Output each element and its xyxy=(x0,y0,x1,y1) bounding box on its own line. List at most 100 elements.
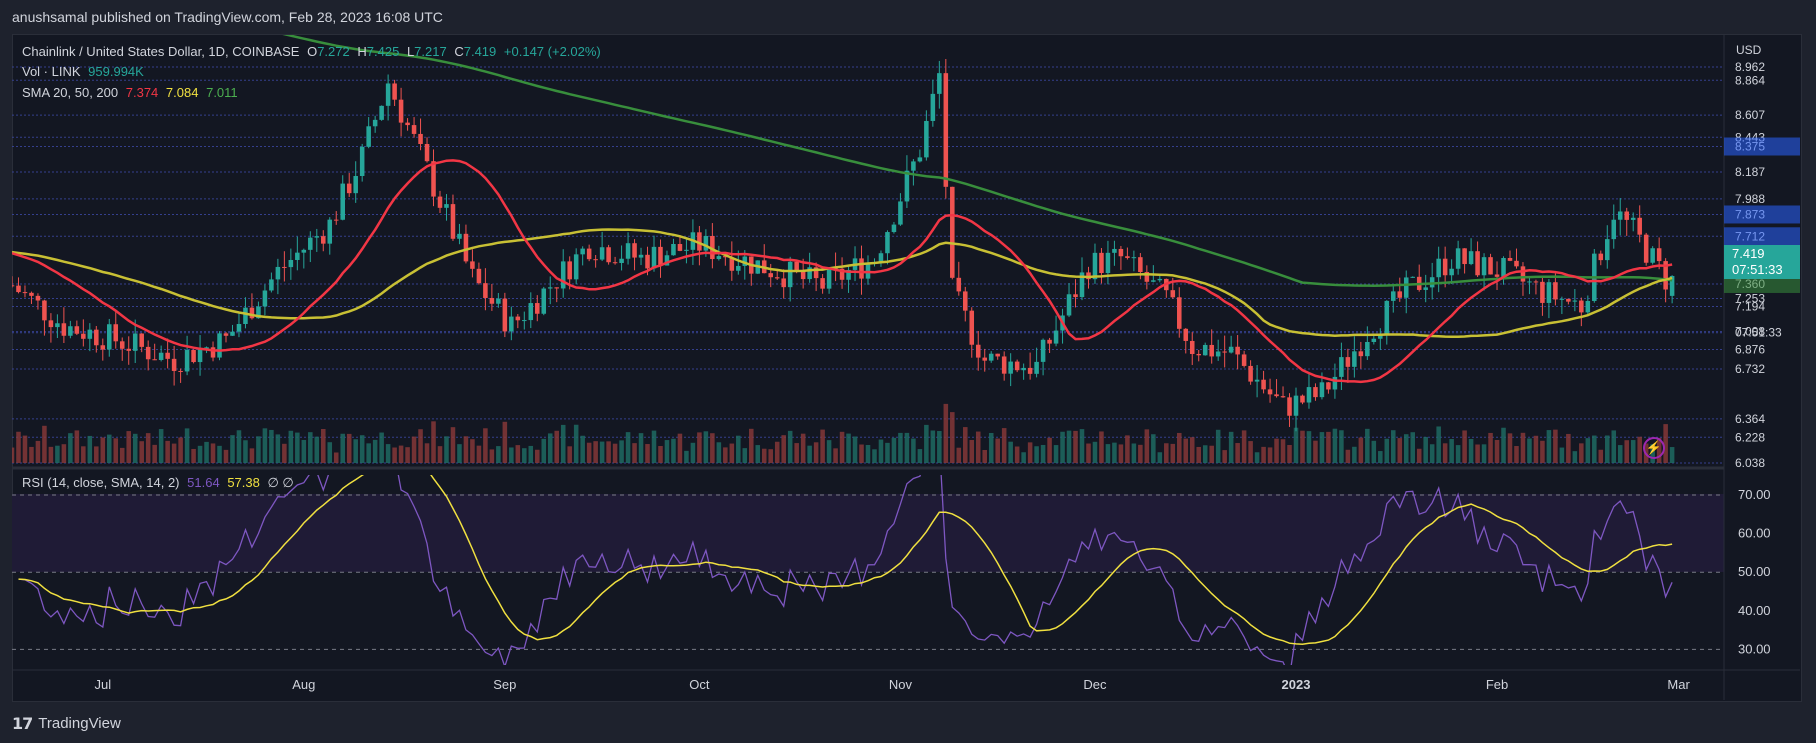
volume-bar xyxy=(1462,430,1467,463)
volume-bar xyxy=(943,403,949,463)
candle-body xyxy=(1579,300,1584,313)
volume-bar xyxy=(1436,426,1441,463)
volume-bar xyxy=(411,436,417,463)
volume-bar xyxy=(243,440,248,463)
candle-body xyxy=(217,333,222,358)
rsi-sma-line xyxy=(18,475,1673,646)
sma20-value: 7.374 xyxy=(125,85,159,100)
volume-bar xyxy=(937,431,942,463)
volume-bar xyxy=(638,433,644,463)
volume-bar xyxy=(1637,436,1642,463)
volume-bar xyxy=(16,431,21,463)
volume-bar xyxy=(1099,431,1104,463)
volume-bar xyxy=(781,435,786,463)
candle-body xyxy=(327,219,333,244)
volume-bar xyxy=(988,432,994,463)
volume-bar xyxy=(612,443,618,463)
open-value: 7.272 xyxy=(317,44,350,59)
volume-bar xyxy=(236,430,242,463)
volume-bar xyxy=(1222,450,1227,463)
candle-body xyxy=(1280,396,1286,398)
candle-body xyxy=(308,237,313,250)
volume-bar xyxy=(872,449,877,463)
volume-bar xyxy=(606,441,611,463)
volume-bar xyxy=(554,430,559,463)
tv-mark-icon: 17 xyxy=(12,714,33,733)
candle-body xyxy=(1371,338,1377,343)
candle-body xyxy=(353,175,358,194)
low-label: L xyxy=(406,44,415,59)
volume-bar xyxy=(593,441,598,463)
volume-bar xyxy=(191,448,196,463)
candle-body xyxy=(1339,357,1344,377)
candle-body xyxy=(1248,365,1253,382)
time-tick-label: Sep xyxy=(493,677,516,692)
volume-bar xyxy=(132,433,138,463)
volume-bar xyxy=(898,432,903,463)
volume-bar xyxy=(1157,452,1163,463)
candle-body xyxy=(48,320,54,328)
volume-bar xyxy=(81,446,86,463)
candle-body xyxy=(1189,340,1195,354)
candle-body xyxy=(522,320,527,322)
candle-body xyxy=(1462,248,1467,265)
candle-body xyxy=(1222,351,1227,353)
candle-body xyxy=(1488,257,1493,275)
volume-bar xyxy=(346,433,352,463)
candle-body xyxy=(346,183,352,194)
lightning-icon[interactable]: ⚡ xyxy=(1643,437,1665,459)
candle-body xyxy=(502,298,508,332)
candle-body xyxy=(684,249,689,251)
time-axis: Jul Aug Sep Oct Nov Dec 2023 Feb Mar xyxy=(12,35,1800,700)
volume-bar xyxy=(145,433,151,463)
candle-body xyxy=(119,341,125,349)
time-tick-label: Aug xyxy=(292,677,315,692)
volume-bar xyxy=(392,447,397,463)
price-tag-bg xyxy=(1724,274,1800,293)
volume-bar xyxy=(1073,430,1078,463)
volume-bar xyxy=(969,439,975,463)
chart-frame[interactable] xyxy=(12,34,1802,702)
volume-bar xyxy=(1617,445,1623,463)
candle-body xyxy=(593,259,598,261)
candle-body xyxy=(535,303,540,314)
volume-bar xyxy=(424,443,430,463)
tradingview-logo[interactable]: 17 TradingView xyxy=(12,714,121,733)
candle-body xyxy=(645,254,650,269)
time-tick-label: Dec xyxy=(1083,677,1107,692)
volume-bar xyxy=(42,425,47,463)
candle-body xyxy=(541,288,547,314)
volume-bar xyxy=(1034,446,1039,463)
candle-body xyxy=(1546,282,1552,303)
price-tick-label: 7.253 xyxy=(1735,291,1765,305)
volume-legend[interactable]: Vol · LINK 959.994K xyxy=(22,64,148,79)
candle-body xyxy=(411,125,417,134)
volume-bar xyxy=(878,439,884,463)
volume-bar xyxy=(1047,437,1052,463)
candle-body xyxy=(496,298,501,304)
candle-body xyxy=(1241,354,1247,366)
candle-body xyxy=(988,353,994,361)
volume-bar xyxy=(573,424,579,463)
candle-body xyxy=(1507,257,1513,261)
volume-bar xyxy=(1189,437,1195,463)
rsi-legend[interactable]: RSI (14, close, SMA, 14, 2) 51.64 57.38 … xyxy=(22,475,298,491)
rsi-sma-value: 57.38 xyxy=(227,475,260,490)
volume-bar xyxy=(541,438,547,463)
candle-body xyxy=(61,323,67,336)
candle-body xyxy=(1183,328,1189,341)
candle-body xyxy=(911,161,916,171)
candle-body xyxy=(392,83,397,100)
volume-bar xyxy=(12,447,15,463)
volume-bar xyxy=(68,433,73,463)
candle-body xyxy=(1643,234,1649,263)
symbol-legend[interactable]: Chainlink / United States Dollar, 1D, CO… xyxy=(22,44,605,59)
candle-body xyxy=(165,352,170,359)
sma-legend[interactable]: SMA 20, 50, 200 7.374 7.084 7.011 xyxy=(22,85,242,100)
sma20-line xyxy=(12,159,1673,384)
candle-body xyxy=(1663,261,1668,290)
candle-body xyxy=(145,346,151,360)
volume-bar xyxy=(995,438,1000,463)
volume-bar xyxy=(515,445,521,463)
